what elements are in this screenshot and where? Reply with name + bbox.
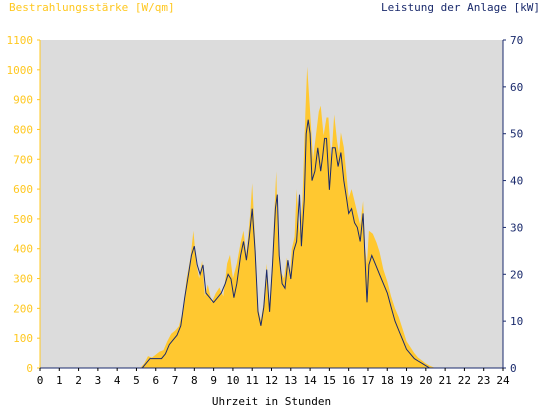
x-tick-label: 23 — [477, 374, 490, 387]
left-tick-label: 1100 — [7, 34, 34, 47]
tick-labels: 0100200300400500600700800900100011000102… — [7, 34, 524, 387]
left-tick-label: 1000 — [7, 64, 34, 77]
right-tick-label: 0 — [510, 362, 517, 375]
right-tick-label: 30 — [510, 221, 523, 234]
x-tick-label: 13 — [284, 374, 297, 387]
left-tick-label: 900 — [13, 94, 33, 107]
right-tick-label: 60 — [510, 81, 523, 94]
x-tick-label: 10 — [226, 374, 239, 387]
right-tick-label: 50 — [510, 128, 523, 141]
x-tick-label: 1 — [56, 374, 63, 387]
x-tick-label: 5 — [133, 374, 140, 387]
x-tick-label: 2 — [75, 374, 82, 387]
right-tick-label: 20 — [510, 268, 523, 281]
right-tick-label: 70 — [510, 34, 523, 47]
power-series — [40, 119, 503, 369]
right-tick-label: 10 — [510, 315, 523, 328]
x-tick-label: 4 — [114, 374, 121, 387]
left-tick-label: 600 — [13, 183, 33, 196]
x-tick-label: 12 — [265, 374, 278, 387]
x-tick-label: 17 — [361, 374, 374, 387]
left-tick-label: 100 — [13, 332, 33, 345]
left-tick-label: 700 — [13, 153, 33, 166]
x-tick-label: 11 — [246, 374, 259, 387]
right-axis-title: Leistung der Anlage [kW] — [381, 1, 540, 14]
x-tick-label: 24 — [496, 374, 510, 387]
x-axis-label: Uhrzeit in Stunden — [212, 395, 331, 408]
left-tick-label: 500 — [13, 213, 33, 226]
x-tick-label: 20 — [419, 374, 432, 387]
x-tick-label: 14 — [303, 374, 317, 387]
left-tick-label: 300 — [13, 273, 33, 286]
x-tick-label: 21 — [439, 374, 452, 387]
x-tick-label: 18 — [381, 374, 394, 387]
x-tick-label: 6 — [152, 374, 159, 387]
x-tick-label: 19 — [400, 374, 413, 387]
x-tick-label: 9 — [210, 374, 217, 387]
x-tick-label: 0 — [37, 374, 44, 387]
x-tick-label: 7 — [172, 374, 179, 387]
x-tick-label: 16 — [342, 374, 355, 387]
x-tick-label: 8 — [191, 374, 198, 387]
right-tick-label: 40 — [510, 175, 523, 188]
x-tick-label: 3 — [95, 374, 102, 387]
power-line — [40, 119, 503, 369]
left-axis-title: Bestrahlungsstärke [W/qm] — [9, 1, 175, 14]
x-tick-label: 15 — [323, 374, 336, 387]
left-tick-label: 800 — [13, 123, 33, 136]
left-tick-label: 400 — [13, 243, 33, 256]
left-tick-label: 200 — [13, 302, 33, 315]
left-tick-label: 0 — [26, 362, 33, 375]
x-tick-label: 22 — [458, 374, 471, 387]
